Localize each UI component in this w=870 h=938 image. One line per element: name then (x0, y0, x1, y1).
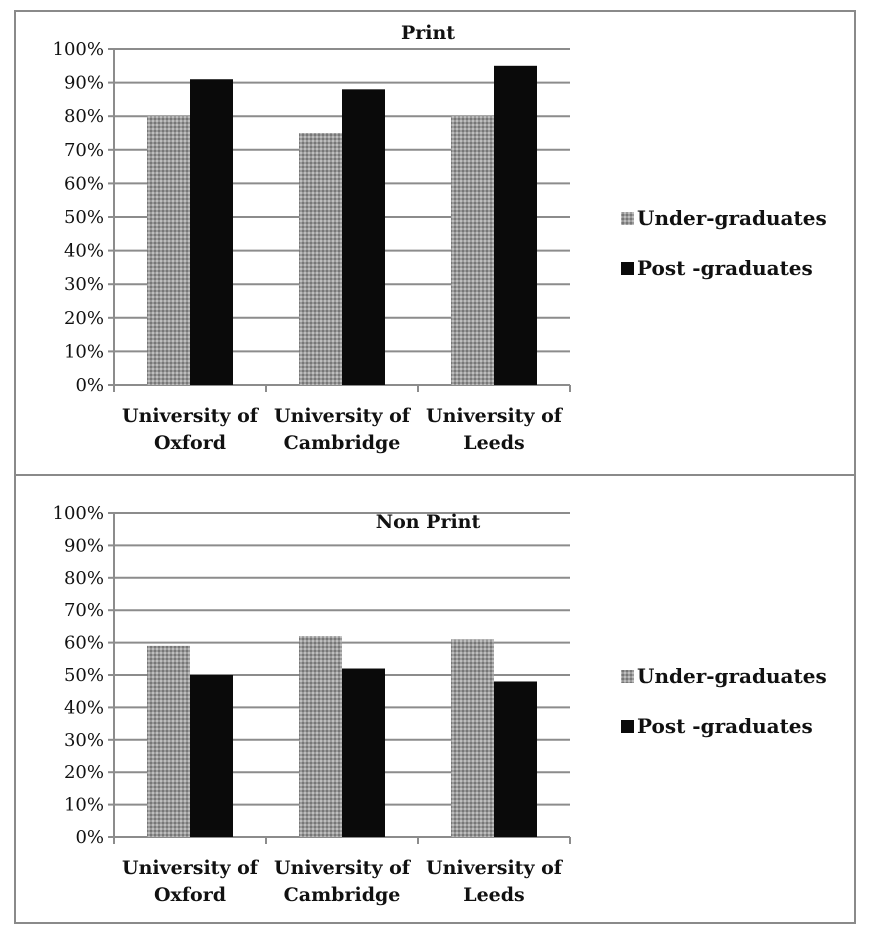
bar-post-graduates (494, 681, 537, 837)
bar-under-graduates (299, 636, 342, 837)
y-tick-label: 20% (64, 308, 104, 329)
y-tick-label: 40% (64, 697, 104, 718)
y-tick-label: 60% (64, 173, 104, 194)
x-category-label: University of (122, 857, 260, 879)
bar-under-graduates (451, 116, 494, 385)
legend-swatch-under-graduates (621, 212, 634, 225)
x-category-label: University of (122, 405, 260, 427)
bar-under-graduates (147, 645, 190, 837)
y-tick-label: 100% (53, 39, 104, 60)
y-tick-label: 80% (64, 106, 104, 127)
y-tick-label: 70% (64, 600, 104, 621)
x-category-label: Cambridge (284, 884, 401, 906)
y-tick-label: 50% (64, 207, 104, 228)
y-tick-label: 30% (64, 274, 104, 295)
non-print-chart: 0% 10% 20% 30% 40% 50% 60% 70% 80% 90% 100% Univers… (53, 503, 827, 906)
y-tick-label: 20% (64, 762, 104, 783)
y-tick-label: 70% (64, 140, 104, 161)
non-print-chart-panel: 0% 10% 20% 30% 40% 50% 60% 70% 80% 90% 100% Univers… (14, 474, 856, 924)
chart-title: Non Print (376, 511, 481, 533)
y-tick-label: 50% (64, 665, 104, 686)
x-category-label: Leeds (463, 432, 525, 454)
legend-label: Under-graduates (637, 206, 827, 230)
x-category-label: University of (426, 857, 564, 879)
print-chart: 0% 10% 20% 30% 40% 50% 60% 70% 80% 90% 100% Univers… (53, 22, 827, 454)
legend-label: Post -graduates (637, 714, 813, 738)
y-tick-label: 90% (64, 73, 104, 94)
x-category-label: University of (274, 405, 412, 427)
print-chart-panel: 0% 10% 20% 30% 40% 50% 60% 70% 80% 90% 100% Univers… (14, 10, 856, 476)
y-tick-label: 10% (64, 341, 104, 362)
y-tick-label: 40% (64, 241, 104, 262)
y-tick-label: 60% (64, 633, 104, 654)
bar-under-graduates (299, 133, 342, 385)
y-tick-label: 80% (64, 568, 104, 589)
y-tick-label: 100% (53, 503, 104, 524)
bar-post-graduates (342, 89, 385, 385)
y-tick-label: 10% (64, 795, 104, 816)
legend-label: Under-graduates (637, 664, 827, 688)
y-tick-label: 0% (75, 375, 104, 396)
bar-post-graduates (190, 675, 233, 837)
y-tick-label: 30% (64, 730, 104, 751)
bar-post-graduates (190, 79, 233, 386)
legend-swatch-post-graduates (621, 720, 634, 733)
bar-under-graduates (451, 639, 494, 837)
x-category-label: Oxford (154, 432, 226, 454)
x-category-label: Leeds (463, 884, 525, 906)
bar-under-graduates (147, 116, 190, 385)
x-category-label: Oxford (154, 884, 226, 906)
x-category-label: Cambridge (284, 432, 401, 454)
chart-title: Print (401, 22, 455, 44)
legend-swatch-post-graduates (621, 262, 634, 275)
bar-post-graduates (342, 668, 385, 837)
y-tick-label: 0% (75, 827, 104, 848)
x-category-label: University of (426, 405, 564, 427)
x-category-label: University of (274, 857, 412, 879)
legend-label: Post -graduates (637, 256, 813, 280)
legend-swatch-under-graduates (621, 670, 634, 683)
y-tick-label: 90% (64, 535, 104, 556)
bar-post-graduates (494, 65, 537, 386)
